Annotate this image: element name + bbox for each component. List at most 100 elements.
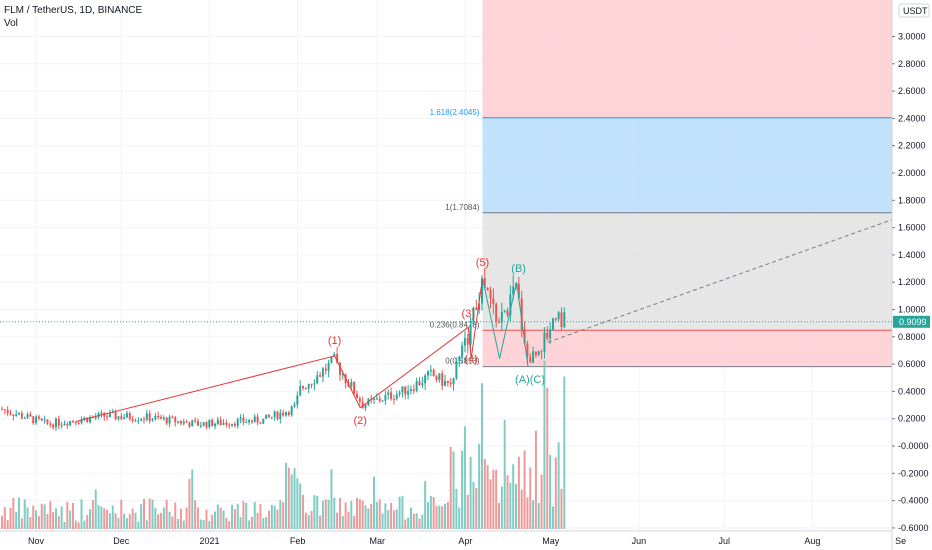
volume-bar (211, 514, 214, 529)
candle-body (214, 423, 216, 427)
candle-body (503, 310, 506, 313)
candle-body (236, 419, 239, 426)
currency-label: USDT (903, 6, 928, 16)
volume-bar (321, 500, 324, 529)
volume-bar (441, 506, 444, 529)
candle-body (506, 310, 509, 315)
candle-body (262, 418, 265, 424)
volume-bar (239, 517, 242, 529)
volume-bar (168, 511, 171, 529)
volume-bar (534, 430, 537, 529)
volume-bar (145, 520, 148, 529)
candle-body (517, 284, 520, 299)
candle-body (63, 423, 66, 425)
volume-bar (356, 497, 358, 529)
volume-bar (140, 504, 143, 529)
price-tick-label: 0.4000 (898, 386, 926, 396)
volume-bar (563, 376, 566, 529)
time-tick-label: May (542, 536, 560, 546)
volume-bar (225, 517, 228, 529)
candle-body (495, 303, 498, 322)
volume-bar (350, 500, 353, 529)
wave-label: (3) (462, 308, 475, 320)
price-tick-label: 1.4000 (898, 250, 926, 260)
volume-bar (157, 514, 160, 529)
grid-lines (0, 0, 902, 531)
volume-bar (174, 502, 177, 529)
candle-body (338, 362, 341, 375)
volume-bar (114, 513, 117, 529)
volume-bar (353, 515, 356, 529)
candle-body (500, 312, 503, 323)
volume-bar (20, 518, 23, 529)
volume-bar (438, 505, 441, 529)
volume-bar (26, 507, 29, 529)
candle-body (151, 419, 154, 421)
volume-bar (259, 504, 262, 529)
volume-bar (80, 499, 83, 529)
price-tick-label: -0.4000 (898, 496, 929, 506)
candle-body (549, 329, 552, 339)
volume-bar (546, 387, 549, 529)
candle-body (427, 371, 429, 376)
volume-bar (69, 510, 72, 529)
candle-body (171, 416, 174, 418)
candle-body (267, 414, 270, 417)
candle-body (361, 401, 364, 409)
price-tick-label: 2.0000 (898, 168, 926, 178)
volume-bar (128, 514, 131, 529)
volume-bar (83, 520, 86, 529)
volume-bar (177, 518, 180, 529)
candle-body (273, 411, 276, 417)
volume-bar (338, 498, 341, 529)
candle-body (526, 343, 529, 357)
fib-level-label: 1.618(2.4045) (430, 108, 480, 117)
candle-body (327, 362, 330, 371)
time-tick-label: 2021 (199, 536, 219, 546)
volume-bar (364, 505, 367, 529)
volume-bar (265, 516, 268, 529)
volume-bar (532, 500, 535, 529)
candle-body (302, 386, 305, 389)
candle-body (441, 373, 444, 386)
volume-bar (256, 512, 259, 529)
volume-bar (134, 512, 137, 529)
candle-body (154, 415, 157, 420)
volume-bar (390, 502, 393, 529)
volume-bar (341, 516, 344, 529)
price-tick-label: 0.6000 (898, 359, 926, 369)
candle-body (265, 414, 268, 419)
volume-bar (3, 507, 6, 529)
candle-body (350, 381, 353, 387)
volume-bar (94, 489, 97, 529)
volume-bar (208, 520, 211, 529)
volume-bar (242, 501, 245, 529)
volume-bar (483, 459, 486, 529)
volume-bar (475, 487, 478, 529)
candle-body (108, 412, 111, 418)
volume-bar (276, 509, 279, 529)
candle-body (480, 278, 483, 304)
candle-body (177, 421, 180, 423)
volume-bar (469, 456, 472, 529)
volume-bar (250, 516, 253, 529)
volume-bar (336, 512, 339, 529)
candle-body (412, 389, 415, 391)
candle-body (222, 422, 225, 425)
candle-body (418, 381, 421, 386)
volume-bar (205, 509, 208, 529)
volume-bar (373, 476, 376, 529)
volume-bar (89, 509, 92, 529)
volume-bar (375, 502, 378, 529)
volume-bar (35, 510, 38, 529)
volume-bar (106, 509, 109, 529)
fib-zone-mid (482, 212, 892, 331)
volume-bar (344, 502, 347, 529)
candle-body (455, 360, 458, 379)
candle-body (12, 414, 15, 416)
elliott-wave-drawings: (1) (2) (3) (4) (5) (A)(C) (B) (75, 216, 901, 427)
candle-body (23, 418, 26, 420)
candle-body (168, 416, 171, 424)
volume-bar (381, 513, 384, 529)
